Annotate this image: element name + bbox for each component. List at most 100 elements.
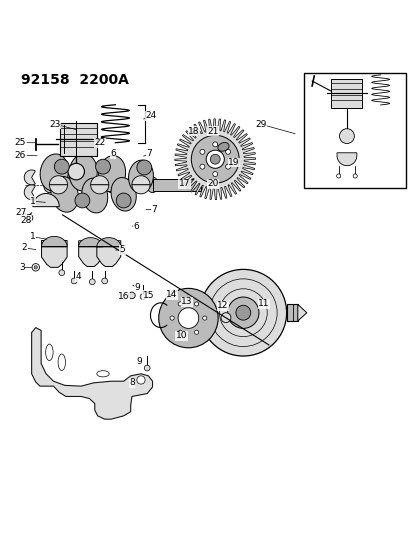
Polygon shape xyxy=(174,119,255,200)
Circle shape xyxy=(199,269,286,356)
Text: 29: 29 xyxy=(254,119,266,128)
Circle shape xyxy=(352,174,356,178)
Circle shape xyxy=(137,376,145,384)
Circle shape xyxy=(34,265,37,269)
Polygon shape xyxy=(97,241,121,266)
Circle shape xyxy=(71,278,77,284)
Polygon shape xyxy=(336,153,356,166)
Text: 23: 23 xyxy=(49,119,61,128)
Polygon shape xyxy=(132,185,150,194)
Text: 7: 7 xyxy=(146,149,152,158)
Text: 14: 14 xyxy=(166,290,177,299)
Circle shape xyxy=(128,292,135,298)
Text: 25: 25 xyxy=(15,138,26,147)
Polygon shape xyxy=(297,304,306,321)
Circle shape xyxy=(89,279,95,285)
Wedge shape xyxy=(24,185,35,200)
Ellipse shape xyxy=(98,156,125,192)
Bar xyxy=(303,72,405,188)
Circle shape xyxy=(158,288,218,348)
Text: 26: 26 xyxy=(15,151,26,159)
Text: 24: 24 xyxy=(145,111,157,120)
Text: 27: 27 xyxy=(16,208,27,217)
Ellipse shape xyxy=(105,177,117,192)
Text: 13: 13 xyxy=(181,297,192,306)
Circle shape xyxy=(116,193,131,208)
Circle shape xyxy=(199,164,204,169)
Circle shape xyxy=(194,302,198,306)
Text: 5: 5 xyxy=(119,246,125,254)
Circle shape xyxy=(191,135,239,183)
Circle shape xyxy=(140,294,145,300)
Circle shape xyxy=(137,160,151,175)
Circle shape xyxy=(206,150,224,168)
Polygon shape xyxy=(97,238,121,247)
Text: 16: 16 xyxy=(118,292,129,301)
Text: 3: 3 xyxy=(19,263,25,272)
Ellipse shape xyxy=(51,176,78,212)
Ellipse shape xyxy=(40,154,69,191)
Ellipse shape xyxy=(217,142,228,151)
Text: 28: 28 xyxy=(21,216,32,225)
Circle shape xyxy=(225,164,230,169)
Bar xyxy=(59,123,97,156)
Wedge shape xyxy=(24,170,35,185)
Text: 2: 2 xyxy=(22,244,27,253)
Text: 6: 6 xyxy=(133,222,139,231)
Ellipse shape xyxy=(128,160,153,193)
Text: 6: 6 xyxy=(110,149,116,158)
Ellipse shape xyxy=(126,177,138,192)
Circle shape xyxy=(170,316,174,320)
Text: 17: 17 xyxy=(178,180,190,189)
Text: 9: 9 xyxy=(136,357,141,366)
Bar xyxy=(286,304,297,321)
Circle shape xyxy=(199,149,204,154)
Circle shape xyxy=(210,154,220,164)
Polygon shape xyxy=(41,240,67,268)
Text: 12: 12 xyxy=(216,301,228,310)
Circle shape xyxy=(212,172,217,176)
Circle shape xyxy=(339,128,354,143)
Polygon shape xyxy=(41,236,67,247)
Ellipse shape xyxy=(85,177,96,192)
Text: 7: 7 xyxy=(151,205,157,214)
Text: 18: 18 xyxy=(188,127,199,136)
Ellipse shape xyxy=(64,177,76,192)
Text: 1: 1 xyxy=(30,232,36,241)
Circle shape xyxy=(221,313,230,322)
Polygon shape xyxy=(90,185,109,194)
Text: 1: 1 xyxy=(30,197,36,206)
Bar xyxy=(331,79,361,108)
Bar xyxy=(152,179,200,191)
Text: 4: 4 xyxy=(75,272,81,281)
Polygon shape xyxy=(78,241,102,266)
Circle shape xyxy=(178,330,182,334)
Polygon shape xyxy=(33,193,59,207)
Ellipse shape xyxy=(69,154,97,191)
Text: 21: 21 xyxy=(207,127,218,136)
Circle shape xyxy=(225,149,230,154)
Circle shape xyxy=(59,270,64,276)
Circle shape xyxy=(212,142,217,147)
Ellipse shape xyxy=(146,177,158,192)
Ellipse shape xyxy=(45,344,53,361)
Circle shape xyxy=(194,330,198,334)
Ellipse shape xyxy=(43,177,55,192)
Polygon shape xyxy=(78,238,102,247)
Circle shape xyxy=(68,163,84,180)
Text: 10: 10 xyxy=(175,332,187,340)
Text: 9: 9 xyxy=(134,284,140,293)
Circle shape xyxy=(336,174,340,178)
Polygon shape xyxy=(49,185,67,194)
Text: 22: 22 xyxy=(94,138,105,147)
Ellipse shape xyxy=(58,354,65,370)
Circle shape xyxy=(178,302,182,306)
Polygon shape xyxy=(90,176,109,185)
Circle shape xyxy=(144,365,150,371)
Circle shape xyxy=(95,159,110,174)
Ellipse shape xyxy=(82,178,107,213)
Polygon shape xyxy=(49,176,67,185)
Circle shape xyxy=(32,264,39,271)
Circle shape xyxy=(75,193,90,208)
Circle shape xyxy=(54,159,69,174)
